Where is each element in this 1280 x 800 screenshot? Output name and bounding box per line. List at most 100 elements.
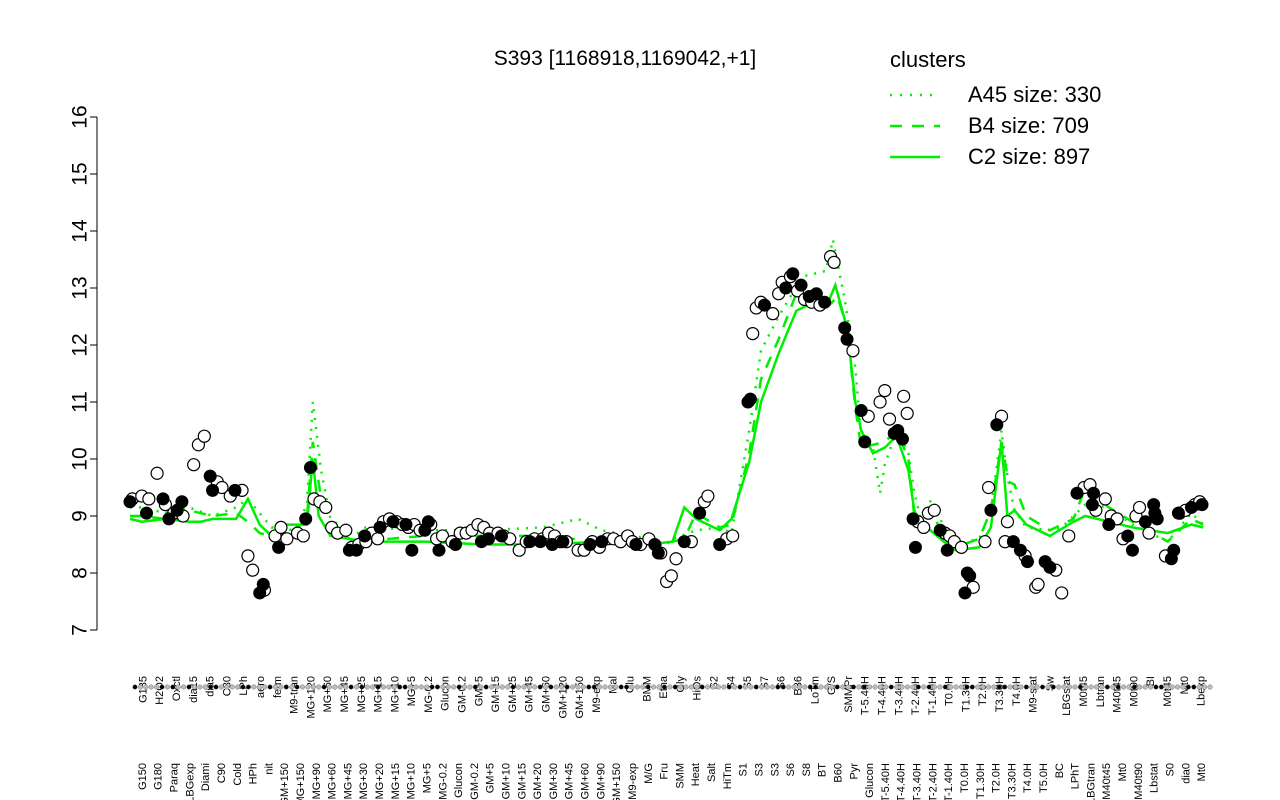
data-point-filled [786,267,800,281]
rug-marker [1099,684,1105,690]
data-point-filled [545,538,559,551]
data-point-open [766,307,780,321]
data-point-filled [228,483,242,497]
x-tick-label: M9-stat [1028,676,1040,713]
rug-marker [883,684,889,690]
rug-marker [872,684,878,690]
data-point-filled [713,538,727,551]
data-point-filled [1020,555,1034,569]
rug-marker [818,684,824,690]
rug-marker [737,684,743,690]
rug-marker [1012,684,1019,690]
rug-marker [786,684,792,690]
legend-label-c2: C2 size: 897 [968,144,1090,169]
data-point-filled [779,281,793,295]
x-tick-label: LBGexp [184,763,196,800]
x-tick-label: LPhT [1070,763,1082,790]
rug-marker [348,684,354,690]
x-tick-label: M0t90 [1128,676,1140,707]
x-tick-label: SMMPr [843,676,855,713]
rug-marker [532,684,538,690]
rug-marker [607,684,613,690]
data-point-filled [693,506,707,520]
x-tick-label: H2O2 [154,676,166,705]
x-tick-label: Diami [200,763,212,791]
data-point-filled [1070,486,1084,500]
x-tick-label: Fru [659,763,671,780]
rug-marker [267,684,273,690]
series-line-dotted [130,239,1205,552]
data-point-open [1055,586,1069,600]
data-point-filled [1085,498,1099,512]
y-tick-label: 15 [69,162,92,185]
rug-marker [867,684,873,690]
x-tick-label: MG+15 [390,763,402,799]
rug-marker [969,684,975,690]
rug-marker [910,684,916,690]
x-tick-label: M0t45 [1162,676,1174,707]
rug-marker [1180,684,1186,690]
rug-marker [456,684,462,690]
rug-marker [1202,684,1208,690]
x-tick-label: S8 [801,763,813,776]
rug-marker [353,684,360,690]
rug-marker [483,684,489,690]
rug-marker [813,684,819,690]
data-point-filled [556,535,570,549]
x-tick-label: G135 [137,676,149,703]
x-tick-label: G150 [137,763,149,790]
y-tick-label: 16 [69,105,92,128]
x-tick-label: MG+30 [358,763,370,799]
x-tick-label: T-2.40H [910,676,922,715]
y-axis: 7 8 9 10 11 12 13 14 15 16 [69,105,98,636]
x-tick-label: MG+120 [305,676,317,719]
x-tick-label: nit [263,763,275,775]
data-point-filled [794,278,808,292]
x-tick-label: S1 [738,763,750,776]
rug-marker [499,684,505,690]
y-tick-label: 12 [69,333,92,356]
rug-marker [235,684,241,690]
x-tick-label: T-4.40H [876,676,888,715]
x-tick-label: T-1.40H [927,676,939,715]
x-tick-label: GM+5 [485,763,497,793]
rug-marker [791,684,797,690]
x-tick-label: GM+5 [473,676,485,706]
x-tick-label: GM+60 [541,676,553,712]
data-point-filled [1013,543,1027,557]
x-tick-labels-upper: G135H2O2Oxctldia15dia5C30LPhaerofermM9-t… [137,675,1207,718]
rug-marker [1191,684,1197,690]
rug-marker [559,684,565,690]
rug-marker [894,684,900,690]
rug-marker [991,684,997,690]
x-tick-label: S3 [769,763,781,776]
x-tick-label: Lbexp [1196,676,1208,706]
x-tick-label: MG+10 [389,676,401,712]
data-point-filled [757,298,771,312]
x-tick-label: T3.30H [1006,763,1018,799]
x-tick-label: GM+45 [564,763,576,799]
x-tick-label: T-5.40H [860,676,872,715]
rug-marker [181,684,187,690]
rug-marker [553,684,559,690]
x-tick-label: S6 [785,763,797,776]
data-point-filled [303,461,317,475]
data-point-filled [858,435,872,449]
rug-marker [899,684,905,690]
x-tick-label: MG+5 [406,676,418,706]
x-tick-label: T0.0H [944,676,956,706]
rug-marker [678,684,684,690]
x-tick-label: GM+90 [595,763,607,799]
rug-marker [132,684,138,690]
rug-marker [705,684,711,690]
rug-marker [1072,684,1078,690]
rug-marker [224,684,230,690]
rug-marker [764,684,770,690]
data-point-open [339,523,353,537]
data-point-open [319,500,333,515]
data-point-filled [958,586,972,600]
rug-marker [1094,684,1100,690]
data-point-filled [482,532,496,546]
rug-marker [904,684,911,690]
rug-marker [980,684,986,690]
